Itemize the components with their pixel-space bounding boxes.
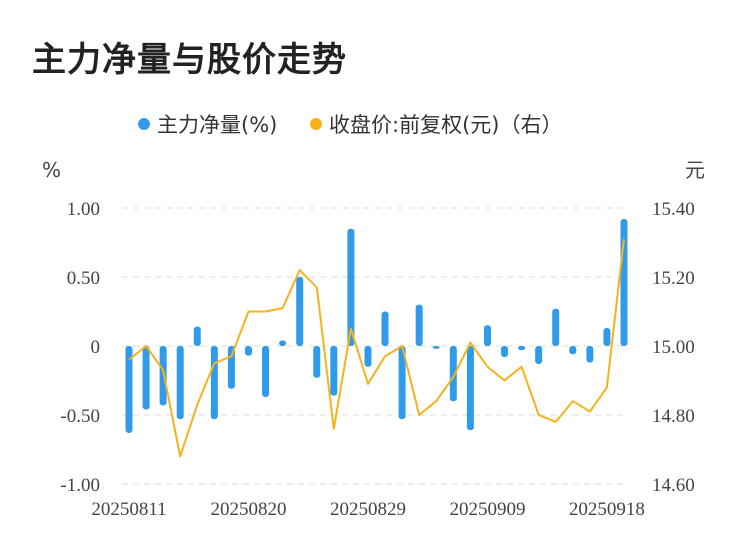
legend-marker-close-price (310, 118, 322, 130)
right-axis-unit: 元 (685, 158, 705, 182)
right-tick-label: 14.60 (652, 475, 695, 496)
net-volume-bar (159, 346, 167, 406)
left-tick-label: 1.00 (67, 199, 100, 220)
x-tick-label: 20250820 (210, 499, 286, 520)
net-volume-bar (330, 346, 338, 396)
gridlines (122, 207, 628, 485)
x-axis-ticks: 20250811 20250820 20250829 20250909 20250918 (91, 499, 645, 520)
net-volume-bar (501, 346, 509, 358)
net-volume-bars (125, 219, 628, 433)
x-tick-label: 20250829 (330, 499, 406, 520)
left-axis-ticks: 1.00 0.50 0 -0.50 -1.00 (60, 199, 100, 496)
net-volume-bar (569, 346, 577, 355)
net-volume-bar (398, 346, 406, 420)
net-volume-bar (466, 346, 474, 431)
net-volume-bar (620, 219, 628, 346)
right-tick-label: 14.80 (652, 406, 695, 427)
net-volume-bar (518, 346, 526, 351)
left-axis-unit: % (42, 158, 61, 182)
net-volume-bar (142, 346, 150, 410)
net-volume-bar (415, 304, 423, 346)
net-volume-bar (381, 311, 389, 346)
legend-label-net-volume: 主力净量(%) (157, 113, 277, 137)
left-tick-label: 0 (91, 337, 101, 358)
left-tick-label: -0.50 (60, 406, 100, 427)
right-tick-label: 15.40 (652, 199, 695, 220)
net-volume-bar (193, 326, 201, 346)
net-volume-bar (483, 325, 491, 346)
net-volume-bar (552, 308, 560, 346)
right-tick-label: 15.20 (652, 268, 695, 289)
right-tick-label: 15.00 (652, 337, 695, 358)
right-axis-ticks: 15.40 15.20 15.00 14.80 14.60 (652, 199, 695, 496)
legend: 主力净量(%) 收盘价:前复权(元)（右） (138, 113, 562, 137)
x-tick-label: 20250811 (91, 499, 166, 520)
left-tick-label: -1.00 (60, 475, 100, 496)
legend-label-close-price: 收盘价:前复权(元)（右） (329, 113, 562, 137)
net-volume-bar (364, 346, 372, 367)
net-volume-bar (535, 346, 543, 364)
net-volume-bar (176, 346, 184, 420)
net-volume-bar (347, 228, 355, 346)
net-volume-bar (586, 346, 594, 363)
net-volume-bar (210, 346, 218, 420)
net-volume-bar (244, 346, 252, 356)
net-volume-bar (125, 346, 133, 433)
close-price-line (128, 238, 625, 458)
legend-marker-net-volume (138, 118, 150, 130)
x-tick-label: 20250909 (449, 499, 525, 520)
net-volume-bar (279, 340, 287, 346)
net-volume-bar (603, 328, 611, 346)
close-price-polyline (128, 238, 625, 458)
chart-title: 主力净量与股价走势 (32, 40, 347, 80)
left-tick-label: 0.50 (67, 268, 100, 289)
net-volume-bar (313, 346, 321, 378)
net-volume-bar (296, 277, 304, 346)
x-tick-label: 20250918 (569, 499, 645, 520)
net-volume-bar (432, 346, 440, 349)
net-volume-bar (262, 346, 270, 398)
net-volume-bar (449, 346, 457, 402)
